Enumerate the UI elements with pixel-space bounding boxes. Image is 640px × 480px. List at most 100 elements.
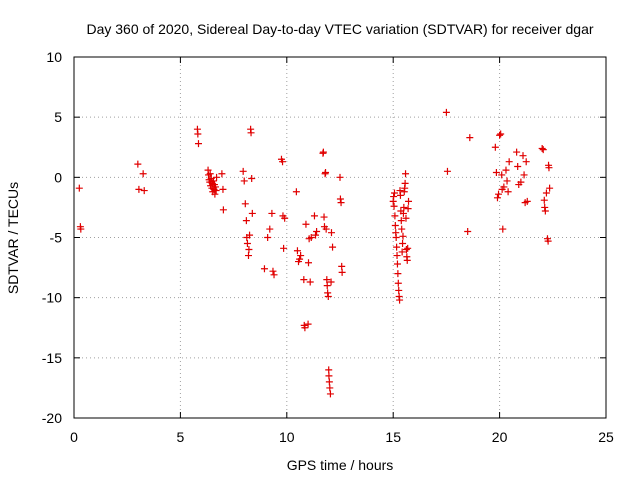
data-point	[239, 167, 247, 175]
data-point	[402, 170, 410, 178]
data-point	[405, 197, 413, 205]
data-point	[336, 173, 344, 181]
data-point	[240, 177, 248, 185]
data-point	[393, 252, 401, 260]
data-point	[213, 173, 221, 181]
data-point	[503, 177, 511, 185]
data-point	[402, 214, 410, 222]
data-point	[248, 175, 256, 183]
data-point	[393, 260, 401, 268]
data-point	[500, 183, 508, 191]
data-point	[504, 188, 512, 196]
x-tick-label: 0	[70, 429, 78, 445]
data-point	[519, 152, 527, 160]
chart-title: Day 360 of 2020, Sidereal Day-to-day VTE…	[86, 21, 593, 37]
data-point	[442, 108, 450, 116]
data-point	[393, 243, 401, 251]
x-axis-title: GPS time / hours	[287, 457, 394, 473]
data-point	[307, 234, 315, 241]
data-point	[544, 237, 552, 245]
data-point	[322, 169, 330, 177]
data-point	[327, 229, 335, 237]
data-point	[337, 199, 345, 207]
data-point	[269, 267, 277, 275]
data-point	[77, 225, 85, 233]
data-point	[212, 183, 220, 191]
data-point	[245, 246, 253, 254]
data-point	[496, 131, 504, 139]
y-tick-label: -10	[42, 290, 62, 306]
data-point	[542, 189, 550, 197]
data-point	[520, 171, 528, 179]
data-point	[404, 205, 412, 213]
data-point	[399, 232, 407, 240]
data-point	[545, 164, 553, 172]
data-point	[139, 170, 147, 178]
data-point	[212, 187, 220, 195]
data-point	[497, 130, 505, 138]
x-tick-label: 20	[492, 429, 508, 445]
data-point	[546, 184, 554, 192]
data-point	[135, 185, 143, 193]
axis-ticks	[73, 56, 607, 419]
data-point	[219, 206, 227, 214]
data-point	[541, 207, 549, 215]
data-point	[320, 213, 328, 221]
data-point	[401, 179, 409, 187]
data-point	[306, 278, 314, 286]
y-tick-label: 10	[46, 49, 62, 65]
data-point	[312, 231, 320, 239]
data-point	[323, 282, 331, 290]
data-point	[399, 240, 407, 248]
data-point	[325, 372, 333, 380]
data-point	[280, 244, 288, 252]
data-point	[390, 202, 398, 210]
data-point	[209, 177, 217, 185]
data-point	[279, 158, 287, 166]
x-tick-label: 10	[279, 429, 295, 445]
data-point	[296, 255, 304, 263]
data-point	[304, 320, 312, 328]
data-point	[260, 265, 268, 273]
x-tick-label: 15	[385, 429, 401, 445]
data-point	[403, 256, 411, 264]
data-point	[297, 252, 305, 260]
data-point	[219, 185, 227, 193]
data-point	[75, 184, 83, 192]
data-point	[514, 163, 522, 171]
data-point	[398, 248, 406, 256]
data-point	[391, 221, 399, 229]
tick-labels: 0 5 10 15 20 25 -20 -15 -10 -5 0 5 10	[42, 49, 614, 445]
data-point	[390, 193, 398, 201]
data-point	[502, 166, 510, 174]
data-point	[300, 276, 308, 284]
data-point	[326, 390, 334, 398]
data-point	[491, 143, 499, 151]
data-point	[396, 191, 404, 199]
data-point	[402, 246, 410, 254]
data-point	[392, 234, 400, 241]
data-point	[305, 259, 313, 267]
data-point	[464, 227, 472, 235]
y-tick-label: -15	[42, 350, 62, 366]
data-point	[270, 271, 278, 279]
y-tick-label: 0	[54, 169, 62, 185]
data-point	[499, 225, 507, 233]
grid	[74, 57, 606, 418]
data-point	[492, 169, 500, 177]
data-point	[292, 188, 300, 196]
data-point	[443, 167, 451, 175]
data-point	[325, 378, 333, 386]
data-point	[495, 190, 503, 198]
data-point	[266, 225, 274, 233]
data-point	[391, 212, 399, 220]
data-point	[134, 160, 142, 168]
data-point	[324, 292, 332, 300]
data-point	[517, 178, 525, 186]
data-point	[241, 200, 249, 208]
y-axis-title: SDTVAR / TECUs	[5, 182, 21, 294]
x-tick-label: 5	[177, 429, 185, 445]
data-point	[338, 262, 346, 270]
data-point	[396, 296, 404, 304]
data-point	[329, 243, 337, 251]
